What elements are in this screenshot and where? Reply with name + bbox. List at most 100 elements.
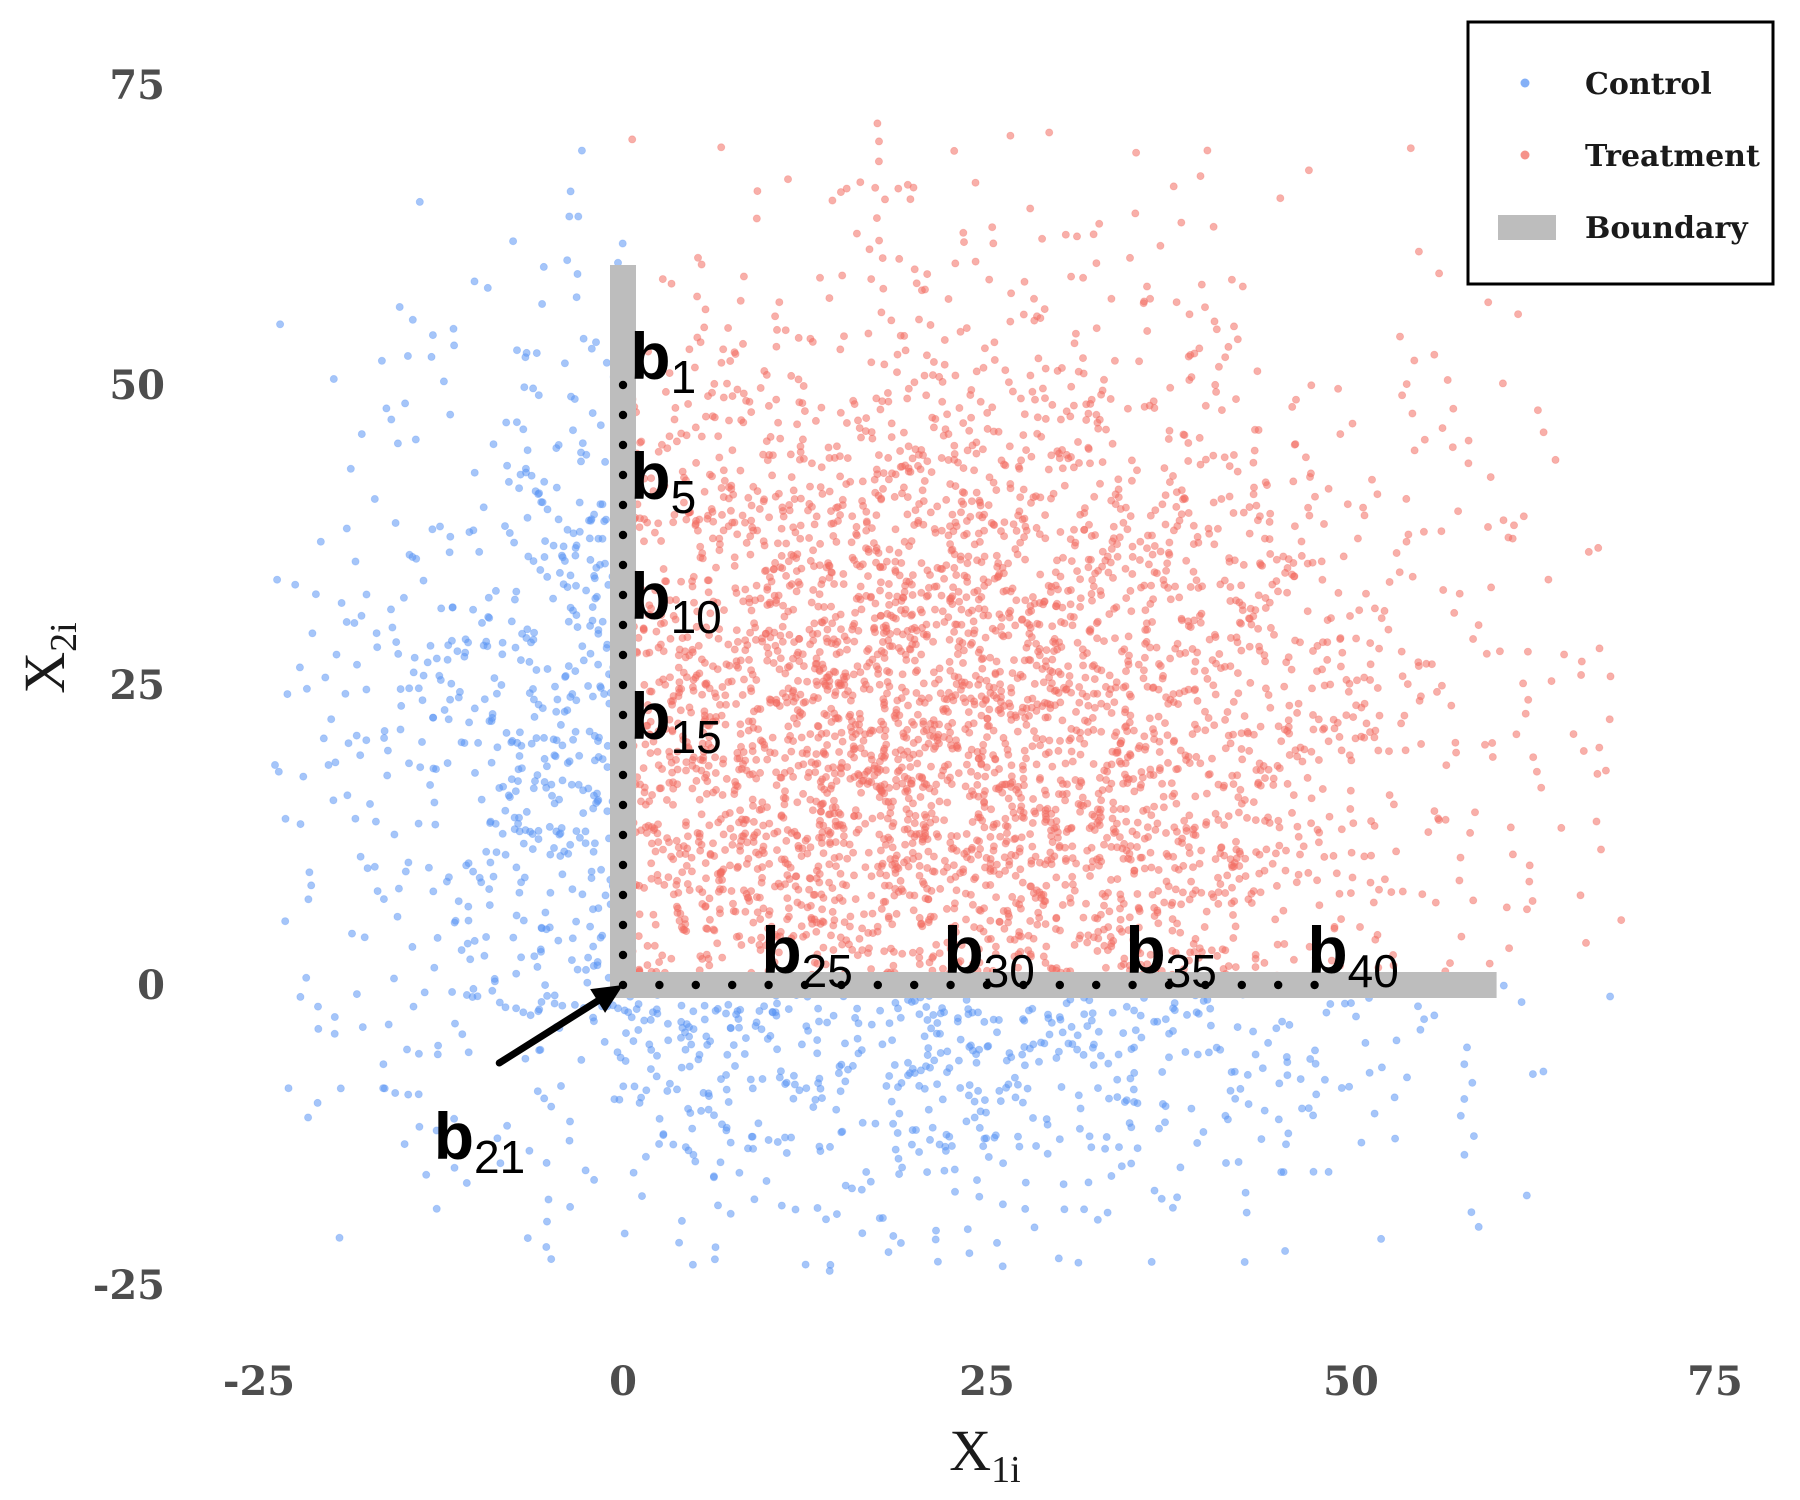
control-point — [1306, 1055, 1315, 1064]
control-point — [757, 1025, 766, 1034]
treatment-point — [1210, 540, 1219, 549]
treatment-point — [836, 610, 845, 619]
treatment-point — [796, 442, 805, 451]
treatment-point — [1018, 703, 1027, 712]
control-point — [490, 674, 499, 683]
treatment-point — [1097, 390, 1106, 399]
control-point — [787, 1133, 796, 1142]
treatment-point — [867, 872, 876, 881]
control-point — [758, 1075, 767, 1084]
treatment-point — [1287, 665, 1296, 674]
treatment-point — [718, 510, 727, 519]
control-point — [530, 952, 539, 961]
control-point — [711, 1243, 720, 1252]
treatment-point — [1131, 209, 1140, 218]
treatment-point — [1371, 726, 1380, 735]
control-point — [445, 548, 454, 557]
control-point — [343, 791, 352, 800]
control-point — [418, 696, 427, 705]
treatment-point — [876, 578, 885, 587]
treatment-point — [1338, 648, 1347, 657]
control-point — [1352, 1012, 1361, 1021]
treatment-point — [1434, 814, 1443, 823]
treatment-point — [820, 603, 829, 612]
treatment-point — [850, 871, 859, 880]
treatment-point — [1309, 725, 1318, 734]
treatment-point — [1569, 730, 1578, 739]
treatment-point — [954, 673, 963, 682]
treatment-point — [1150, 729, 1159, 738]
control-point — [431, 765, 440, 774]
control-point — [592, 338, 601, 347]
treatment-point — [1234, 793, 1243, 802]
treatment-point — [1104, 568, 1113, 577]
control-point — [477, 618, 486, 627]
treatment-point — [974, 792, 983, 801]
treatment-point — [746, 684, 755, 693]
treatment-point — [1094, 424, 1103, 433]
treatment-point — [939, 867, 948, 876]
treatment-point — [1111, 634, 1120, 643]
control-point — [1076, 1104, 1085, 1113]
treatment-point — [747, 606, 756, 615]
control-point — [519, 839, 528, 848]
control-point — [1539, 1067, 1548, 1076]
control-point — [575, 833, 584, 842]
treatment-point — [985, 705, 994, 714]
treatment-point — [981, 772, 990, 781]
treatment-point — [1311, 492, 1320, 501]
control-point — [485, 613, 494, 622]
treatment-point — [696, 542, 705, 551]
treatment-point — [1370, 604, 1379, 613]
treatment-point — [929, 637, 938, 646]
treatment-point — [889, 819, 898, 828]
treatment-point — [1143, 282, 1152, 291]
control-point — [313, 1098, 322, 1107]
treatment-point — [1021, 713, 1030, 722]
treatment-point — [843, 854, 852, 863]
control-point — [493, 743, 502, 752]
treatment-point — [1389, 961, 1398, 970]
treatment-point — [995, 870, 1004, 879]
control-point — [552, 707, 561, 716]
treatment-point — [669, 778, 678, 787]
treatment-point — [726, 356, 735, 365]
treatment-point — [1237, 745, 1246, 754]
treatment-point — [1082, 415, 1091, 424]
control-point — [281, 917, 290, 926]
control-point — [489, 872, 498, 881]
treatment-point — [865, 245, 874, 254]
control-point — [548, 791, 557, 800]
control-point — [470, 936, 479, 945]
treatment-point — [853, 662, 862, 671]
control-point — [1456, 1111, 1465, 1120]
treatment-point — [1271, 849, 1280, 858]
control-point — [558, 776, 567, 785]
control-point — [356, 852, 365, 861]
treatment-point — [846, 710, 855, 719]
treatment-point — [1335, 889, 1344, 898]
treatment-point — [842, 881, 851, 890]
control-point — [746, 1075, 755, 1084]
treatment-point — [1158, 500, 1167, 509]
control-point — [410, 653, 419, 662]
treatment-point — [798, 399, 807, 408]
treatment-point — [1260, 534, 1269, 543]
treatment-point — [969, 719, 978, 728]
treatment-point — [1283, 564, 1292, 573]
control-point — [492, 689, 501, 698]
control-point — [579, 334, 588, 343]
treatment-point — [878, 254, 887, 263]
treatment-point — [898, 670, 907, 679]
control-point — [577, 146, 586, 155]
treatment-point — [1537, 783, 1546, 792]
treatment-point — [1195, 433, 1204, 442]
treatment-point — [868, 909, 877, 918]
treatment-point — [915, 953, 924, 962]
treatment-point — [733, 530, 742, 539]
treatment-point — [1008, 387, 1017, 396]
treatment-point — [986, 916, 995, 925]
treatment-point — [1258, 561, 1267, 570]
treatment-point — [1080, 504, 1089, 513]
treatment-point — [683, 832, 692, 841]
